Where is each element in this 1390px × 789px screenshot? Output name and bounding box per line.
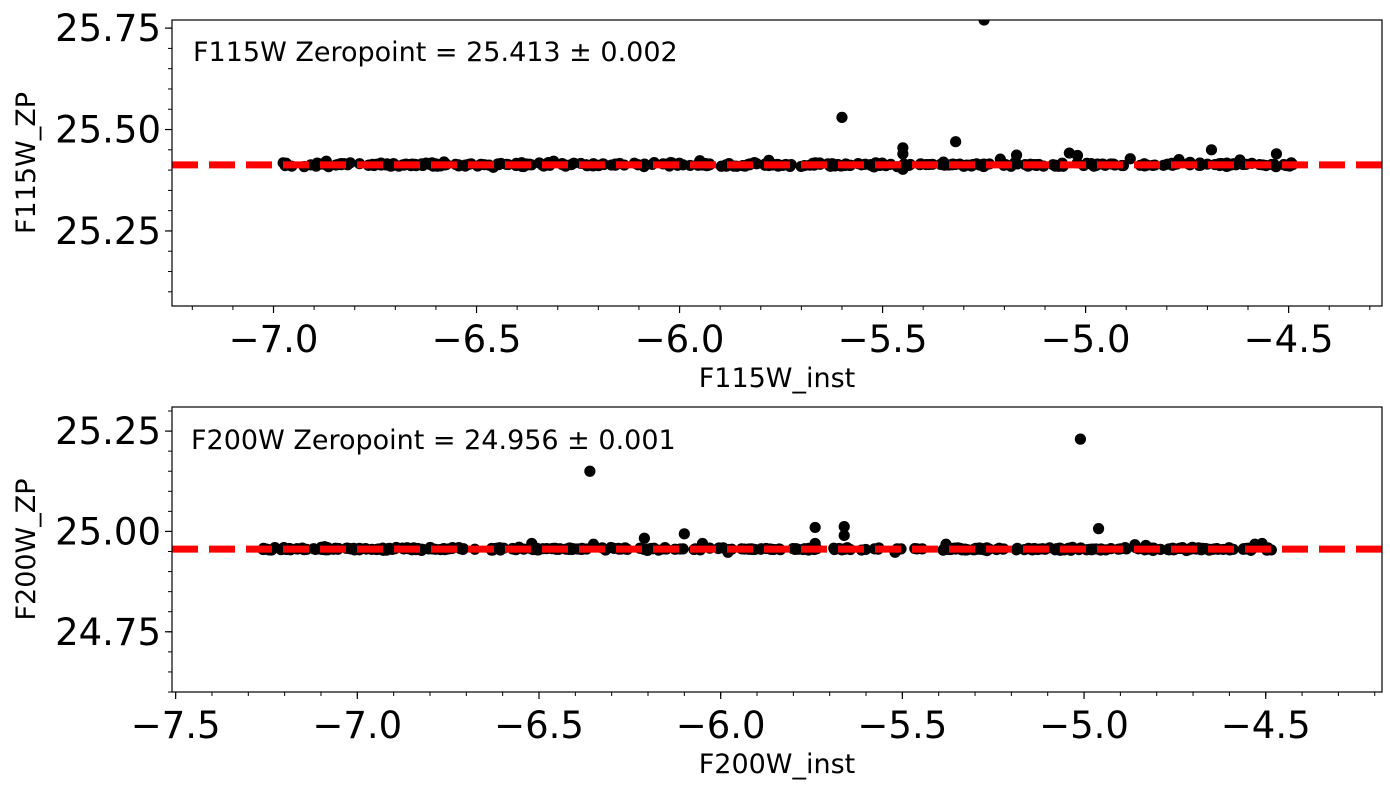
- panel-2-data-point: [940, 538, 952, 550]
- panel-2-band-point: [1196, 542, 1209, 555]
- panel-1-data-point: [1010, 149, 1023, 161]
- panel-1-band-point: [824, 160, 837, 172]
- panel-2-x-tick-label: −6.5: [494, 704, 584, 747]
- panel-2-data-point: [1074, 433, 1087, 445]
- panel-2-data-point: [838, 529, 850, 542]
- panel-2-band-point: [455, 543, 467, 555]
- panel-1-x-tick-label: −5.0: [1041, 318, 1131, 361]
- panel-2-x-tick-label: −7.0: [312, 704, 402, 747]
- panel-2-x-tick-label: −7.5: [131, 704, 221, 747]
- panel-1-y-axis-label: F115W_ZP: [11, 92, 42, 234]
- panel-2-band-point: [787, 543, 799, 555]
- panel-1-data-point: [1205, 144, 1218, 156]
- panel-2-band-point: [642, 543, 654, 555]
- panel-1-band-point: [751, 158, 763, 170]
- panel-1-x-tick-label: −4.5: [1244, 318, 1334, 361]
- panel-2-data-point: [584, 465, 596, 477]
- panel-1-band-point: [1157, 159, 1170, 171]
- panel-1-x-tick-label: −5.5: [838, 318, 928, 361]
- panel-2-data-point: [838, 521, 850, 533]
- panel-2-y-tick-label: 25.00: [55, 510, 161, 553]
- panel-1-data-point: [1124, 153, 1136, 165]
- panel-1-y-tick-label: 25.50: [55, 109, 161, 152]
- panel-2-y-axis-label: F200W_ZP: [11, 478, 42, 620]
- panel-1-x-tick-label: −6.5: [432, 318, 522, 361]
- panel-1-data-point: [897, 148, 909, 160]
- panel-1-data-point: [950, 136, 962, 148]
- panel-2-x-tick-label: −5.5: [857, 704, 947, 747]
- panel-1-x-tick-label: −7.0: [229, 318, 319, 361]
- panel-2-band-point: [309, 543, 322, 556]
- panel-1-band-point: [677, 159, 689, 171]
- panel-1-band-point: [380, 159, 392, 171]
- panel-1-data-point: [1071, 149, 1084, 162]
- panel-2-y-tick-label: 25.25: [55, 410, 161, 453]
- panel-2-band-point: [677, 543, 689, 555]
- panel-1-y-tick-label: 25.75: [55, 7, 161, 50]
- panel-2-band-point: [1120, 543, 1132, 555]
- panel-2-data-point: [1092, 523, 1105, 535]
- panel-1-band-point: [1270, 161, 1282, 173]
- panel-2-x-tick-label: −4.5: [1221, 704, 1311, 747]
- panel-1-data-point: [1270, 148, 1283, 160]
- panel-1-x-tick-label: −6.0: [635, 318, 725, 361]
- panel-2-x-tick-label: −5.0: [1039, 704, 1129, 747]
- panel-1-band-point: [344, 157, 356, 169]
- panel-2-x-axis-label: F200W_inst: [699, 749, 856, 780]
- panel-2-zeropoint-annotation: F200W Zeropoint = 24.956 ± 0.001: [191, 425, 676, 456]
- panel-2-frame: [171, 406, 1383, 693]
- panel-2-x-tick-label: −6.0: [676, 704, 766, 747]
- panel-1-zeropoint-annotation: F115W Zeropoint = 25.413 ± 0.002: [193, 37, 678, 68]
- panel-1-y-tick-label: 25.25: [55, 210, 161, 253]
- panel-1: −7.0 −6.5 −6.0 −5.5 −5.0 −4.5 25.25 25.50 25.75 F…: [11, 7, 1383, 394]
- panel-1-frame: [171, 19, 1383, 307]
- panel-1-data-point: [978, 20, 990, 26]
- panel-2-data-point: [809, 521, 821, 534]
- panel-1-data-point: [836, 111, 848, 123]
- panel-2-data-point: [678, 528, 690, 540]
- panel-2: −7.5 −7.0 −6.5 −6.0 −5.5 −5.0 −4.5 24.75 25.00 25…: [11, 406, 1383, 780]
- panel-2-data-point: [638, 532, 650, 544]
- panel-1-x-axis-label: F115W_inst: [699, 363, 856, 394]
- panel-2-y-tick-label: 24.75: [55, 611, 161, 654]
- panel-1-data-point: [1234, 154, 1246, 166]
- panel-2-band-point: [828, 542, 840, 554]
